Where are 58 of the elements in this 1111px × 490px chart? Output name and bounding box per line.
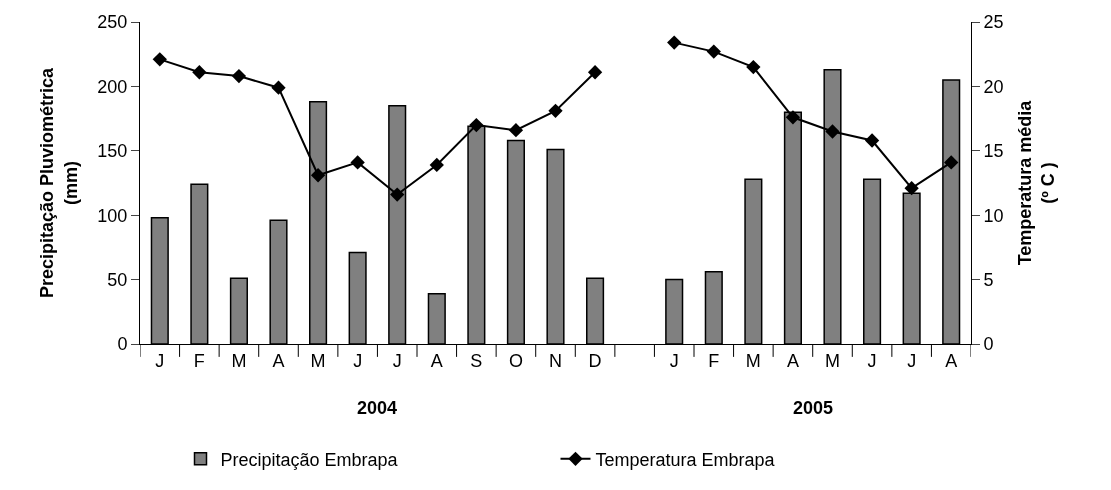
x-tick-label: A (786, 350, 799, 371)
point (587, 65, 603, 80)
point (192, 65, 207, 80)
text: 2005 (793, 398, 834, 418)
point (746, 59, 761, 75)
x-tick-label: S (470, 350, 483, 371)
point (469, 117, 484, 133)
point (825, 124, 840, 139)
point (864, 133, 880, 148)
y2-tick-label: 5 (983, 269, 994, 290)
x-tick-label: J (392, 350, 402, 371)
y-tick-label: 100 (97, 205, 128, 226)
point (429, 157, 444, 173)
y-tick-label: 150 (97, 141, 128, 162)
x-tick-label: O (508, 350, 523, 371)
point (548, 103, 563, 119)
legend-label: Temperatura Embrapa (595, 449, 776, 470)
point (667, 35, 682, 50)
x-tick-label: J (907, 350, 917, 371)
point (706, 44, 721, 59)
x-tick-label: J (155, 350, 165, 371)
x-tick-label: A (945, 350, 958, 371)
y-tick-label: 50 (107, 269, 128, 290)
point (152, 52, 167, 67)
point (390, 187, 405, 202)
x-tick-label: F (193, 350, 205, 371)
y-tick-label: 250 (97, 12, 128, 33)
y2-tick-label: 0 (983, 334, 994, 355)
x-tick-label: N (549, 350, 562, 371)
x-tick-label: F (708, 350, 720, 371)
x-tick-label: J (669, 350, 679, 371)
point (350, 155, 365, 170)
legend-label: Precipitação Embrapa (220, 449, 399, 470)
x-tick-label: M (745, 350, 761, 371)
x-tick-label: D (588, 350, 602, 371)
x-tick-label: A (430, 350, 443, 371)
y2-tick-label: 15 (983, 141, 1004, 162)
y-axis-title: Precipitação Pluviométrica (mm) (37, 66, 81, 299)
point (944, 155, 959, 170)
text: 2004 (357, 398, 398, 418)
point (785, 110, 801, 125)
y2-tick-label: 10 (983, 205, 1004, 226)
x-tick-label: J (867, 350, 877, 371)
x-tick-label: M (231, 350, 247, 371)
y2-tick-label: 25 (983, 12, 1004, 33)
x-tick-label: M (825, 350, 840, 371)
point (231, 68, 247, 84)
point (310, 168, 326, 183)
y-tick-label: 200 (97, 76, 128, 97)
point (271, 80, 286, 95)
point (508, 123, 524, 138)
y2-tick-label: 20 (983, 76, 1004, 97)
y2-axis-title: Temperatura média (º C ) (1014, 99, 1059, 266)
x-tick-label: M (310, 350, 326, 371)
x-tick-label: A (272, 350, 285, 371)
point (904, 181, 919, 196)
y-tick-label: 0 (117, 334, 128, 355)
x-tick-label: J (353, 350, 363, 371)
